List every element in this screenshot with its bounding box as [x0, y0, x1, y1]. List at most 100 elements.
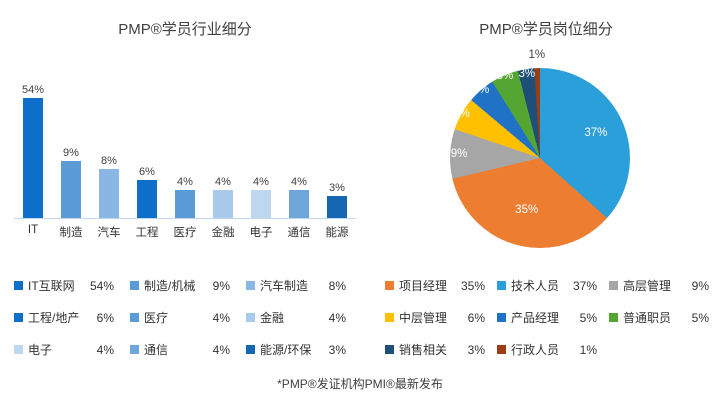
legend-label: 制造/机械: [144, 279, 196, 293]
legend-value: 5%: [691, 310, 709, 325]
bar-value-label: 54%: [21, 84, 45, 96]
bar-value-label: 8%: [101, 155, 117, 167]
bar-chart-legend: IT互联网 54% 制造/机械 9% 汽车制造 8% 工程/地产 6% 医疗 4% 金融 4% 电子 4%…: [14, 278, 346, 357]
legend-item: 普通职员 5%: [609, 310, 709, 325]
legend-value: 6%: [467, 310, 485, 325]
legend-item: 金融 4%: [246, 310, 346, 325]
bar-group: 4%: [280, 176, 318, 218]
bar-category-label: 制造: [59, 227, 83, 239]
bar-value-label: 4%: [253, 176, 269, 188]
legend-label: IT互联网: [28, 279, 75, 293]
bar: [61, 161, 81, 218]
bar-group: 4%: [204, 176, 242, 218]
legend-item: 通信 4%: [130, 342, 230, 357]
legend-swatch: [385, 345, 394, 354]
bar-value-label: 3%: [329, 182, 345, 194]
legend-item: 项目经理 35%: [385, 278, 485, 293]
legend-value: 37%: [572, 278, 597, 293]
legend-value: 9%: [212, 278, 230, 293]
legend-swatch: [246, 345, 255, 354]
legend-swatch: [385, 313, 394, 322]
legend-value: 35%: [460, 278, 485, 293]
legend-item: 医疗 4%: [130, 310, 230, 325]
legend-value: 4%: [212, 342, 230, 357]
bar: [99, 169, 119, 218]
bar-category-label: 医疗: [173, 227, 197, 239]
legend-item: 汽车制造 8%: [246, 278, 346, 293]
legend-item: 高层管理 9%: [609, 278, 709, 293]
legend-label: 技术人员: [511, 279, 560, 293]
bar-category-label: 金融: [211, 227, 235, 239]
bar-group: 54%: [14, 84, 52, 218]
legend-swatch: [497, 345, 506, 354]
legend-item: 销售相关 3%: [385, 342, 485, 357]
legend-swatch: [14, 345, 23, 354]
legend-swatch: [246, 281, 255, 290]
legend-item: 制造/机械 9%: [130, 278, 230, 293]
bar-group: 4%: [242, 176, 280, 218]
bar: [213, 190, 233, 218]
bar-category-label: 工程: [135, 227, 159, 239]
legend-item: 电子 4%: [14, 342, 114, 357]
pie: [450, 68, 630, 248]
bar-group: 9%: [52, 147, 90, 218]
legend-item: 技术人员 37%: [497, 278, 597, 293]
legend-label: 通信: [144, 343, 169, 357]
bar: [175, 190, 195, 218]
legend-value: 6%: [96, 310, 114, 325]
bar-group: 8%: [90, 155, 128, 218]
footer-note: *PMP®发证机构PMI®最新发布: [277, 377, 443, 391]
legend-value: 4%: [96, 342, 114, 357]
legend-value: 3%: [328, 342, 346, 357]
bar-category-label: 通信: [287, 227, 311, 239]
pie-chart: 37% 35% 9% 6% 5% 5% 3% 1%: [450, 49, 630, 248]
bar-category-label: 电子: [249, 227, 273, 239]
legend-item: 行政人员 1%: [497, 342, 597, 357]
legend-value: 8%: [328, 278, 346, 293]
legend-swatch: [246, 313, 255, 322]
bar-value-label: 4%: [215, 176, 231, 188]
bar-group: 6%: [128, 166, 166, 218]
bar-value-label: 6%: [139, 166, 155, 178]
bar: [251, 190, 271, 218]
legend-item: 能源/环保 3%: [246, 342, 346, 357]
legend-value: 5%: [579, 310, 597, 325]
legend-item: 中层管理 6%: [385, 310, 485, 325]
legend-label: 工程/地产: [28, 311, 80, 325]
legend-value: 9%: [691, 278, 709, 293]
legend-label: 高层管理: [623, 279, 672, 293]
legend-label: 金融: [260, 311, 285, 325]
bar: [289, 190, 309, 218]
pie-chart-title: PMP®学员岗位细分: [479, 21, 613, 38]
legend-swatch: [14, 281, 23, 290]
bar-chart-category-axis: IT 制造 汽车 工程 医疗 金融 电子 通信 能源: [14, 224, 356, 240]
legend-swatch: [130, 281, 139, 290]
legend-label: 汽车制造: [260, 279, 309, 293]
legend-label: 医疗: [144, 311, 169, 325]
bar-category-label: IT: [27, 224, 39, 236]
legend-label: 项目经理: [399, 279, 448, 293]
legend-value: 4%: [212, 310, 230, 325]
legend-label: 能源/环保: [260, 343, 312, 357]
bar-group: 4%: [166, 176, 204, 218]
legend-swatch: [497, 313, 506, 322]
bar-chart: 54% 9% 8% 6% 4% 4% 4% 4% 3%: [14, 82, 356, 218]
legend-swatch: [130, 345, 139, 354]
legend-swatch: [609, 281, 618, 290]
legend-label: 中层管理: [399, 311, 448, 325]
legend-swatch: [14, 313, 23, 322]
legend-value: 1%: [579, 342, 597, 357]
legend-label: 产品经理: [511, 311, 560, 325]
bar: [327, 196, 347, 218]
legend-value: 4%: [328, 310, 346, 325]
legend-item: 工程/地产 6%: [14, 310, 114, 325]
bar-group: 3%: [318, 182, 356, 218]
legend-value: 3%: [467, 342, 485, 357]
legend-value: 54%: [89, 278, 114, 293]
bar-value-label: 4%: [177, 176, 193, 188]
legend-label: 电子: [28, 343, 53, 357]
pie-chart-legend: 项目经理 35% 技术人员 37% 高层管理 9% 中层管理 6% 产品经理 5% 普通职员 5% 销售…: [385, 278, 709, 357]
legend-item: 产品经理 5%: [497, 310, 597, 325]
bar-chart-title: PMP®学员行业细分: [118, 21, 252, 38]
bar-value-label: 9%: [63, 147, 79, 159]
